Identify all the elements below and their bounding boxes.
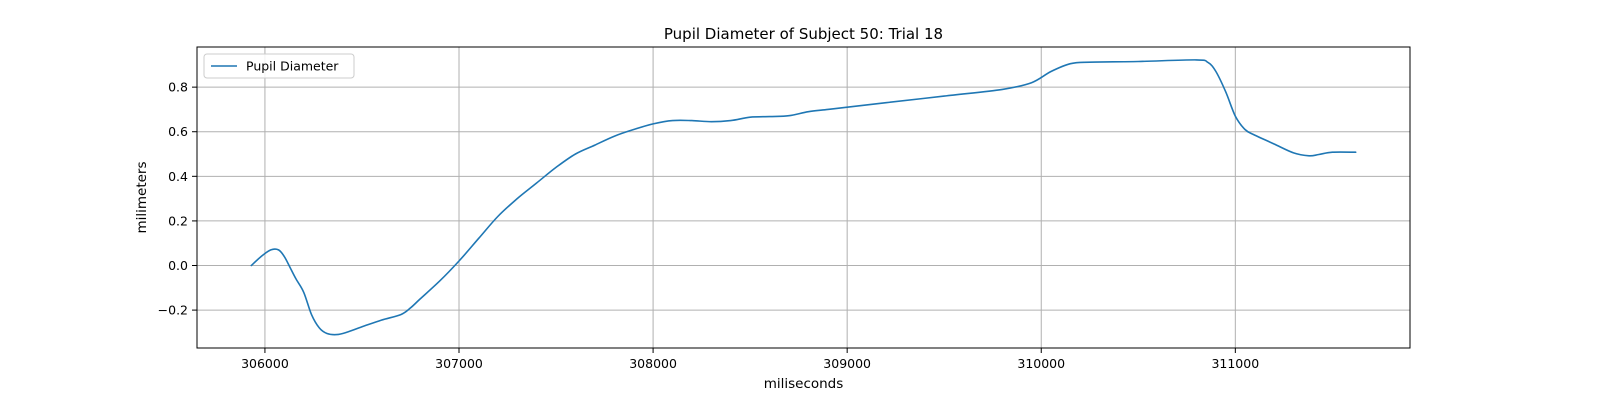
x-tick-label: 306000 bbox=[241, 356, 289, 371]
axis-ticks: 306000 307000 308000 309000 310000 311000 −0.2… bbox=[158, 80, 1260, 371]
y-tick-label: 0.4 bbox=[168, 169, 188, 184]
chart-title: Pupil Diameter of Subject 50: Trial 18 bbox=[664, 25, 943, 43]
x-tick-label: 311000 bbox=[1211, 356, 1259, 371]
y-tick-label: 0.6 bbox=[168, 124, 188, 139]
legend-label-pupil-diameter: Pupil Diameter bbox=[246, 59, 339, 74]
y-tick-label: −0.2 bbox=[158, 303, 188, 318]
grid-lines bbox=[197, 47, 1410, 348]
x-tick-label: 307000 bbox=[435, 356, 483, 371]
series-line-pupil-diameter bbox=[250, 59, 1357, 336]
y-tick-label: 0.2 bbox=[168, 213, 188, 228]
y-tick-label: 0.0 bbox=[168, 258, 188, 273]
y-tick-label: 0.8 bbox=[168, 80, 188, 95]
series-layer bbox=[250, 59, 1357, 336]
x-tick-label: 310000 bbox=[1017, 356, 1065, 371]
x-tick-label: 309000 bbox=[823, 356, 871, 371]
legend-box bbox=[203, 53, 355, 79]
legend: Pupil Diameter bbox=[203, 53, 355, 79]
x-axis-label: miliseconds bbox=[764, 376, 844, 392]
x-tick-label: 308000 bbox=[629, 356, 677, 371]
y-axis-label: milimeters bbox=[134, 161, 150, 233]
plot-frame bbox=[196, 46, 1411, 349]
